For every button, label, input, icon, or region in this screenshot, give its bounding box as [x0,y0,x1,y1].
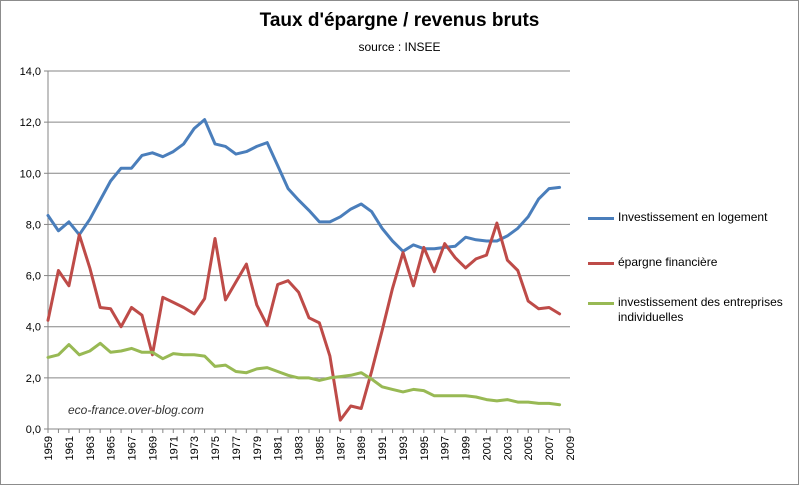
x-tick-label: 2009 [565,436,577,460]
y-tick-label: 12,0 [20,117,41,129]
gridlines [48,70,570,379]
legend-swatch-epargne [588,262,614,265]
y-tick-label: 0,0 [26,424,41,436]
x-tick-label: 1967 [127,436,139,460]
x-tick-label: 2005 [523,436,535,460]
y-tick-label: 8,0 [26,219,41,231]
chart-subtitle: source : INSEE [358,40,441,54]
x-tick-label: 1981 [273,436,285,460]
x-tick-label: 1969 [147,436,159,460]
x-tick-label: 1977 [231,436,243,460]
x-tick-label: 1993 [398,436,410,460]
x-tick-label: 1975 [210,436,222,460]
x-tick-label: 2007 [544,436,556,460]
x-tick-label: 1995 [419,436,431,460]
series-line-2 [46,341,562,407]
x-tick-label: 1979 [252,436,264,460]
x-tick-labels: 1959 1961 1963 1965 1967 1969 1971 1973 1975 1977… [43,436,577,460]
y-tick-label: 10,0 [20,168,41,180]
x-tick-label: 1997 [440,436,452,460]
series-line-1 [46,221,562,422]
chart-title: Taux d'épargne / revenus bruts [259,10,540,31]
watermark: eco-france.over-blog.com [68,403,204,417]
legend-swatch-entreprises [588,302,614,305]
x-tick-label: 1961 [64,436,76,460]
x-tick-label: 1973 [189,436,201,460]
x-tick-label: 1987 [335,436,347,460]
series-line-0 [46,118,562,253]
x-tick-label: 1963 [85,436,97,460]
x-tick-label: 2001 [481,436,493,460]
x-tick-label: 1991 [377,436,389,460]
x-tick-label: 1959 [43,436,55,460]
y-tick-label: 14,0 [20,66,41,78]
legend-label-epargne: épargne financière [618,255,718,269]
x-tick-label: 1999 [461,436,473,460]
y-tick-label: 4,0 [26,322,41,334]
series-lines [46,118,562,422]
axes [44,70,571,433]
legend-label-logement: Investissement en logement [618,210,768,224]
x-tick-label: 1971 [168,436,180,460]
y-tick-label: 2,0 [26,373,41,385]
legend-label-entreprises: investissement des entreprises individue… [618,295,783,324]
x-tick-label: 1989 [356,436,368,460]
y-tick-label: 6,0 [26,271,41,283]
x-tick-label: 1985 [314,436,326,460]
y-tick-labels: 0,0 2,0 4,0 6,0 8,0 10,0 12,0 14,0 [20,66,41,436]
legend-swatch-logement [588,217,614,220]
x-tick-label: 2003 [502,436,514,460]
x-tick-label: 1983 [294,436,306,460]
x-tick-label: 1965 [106,436,118,460]
